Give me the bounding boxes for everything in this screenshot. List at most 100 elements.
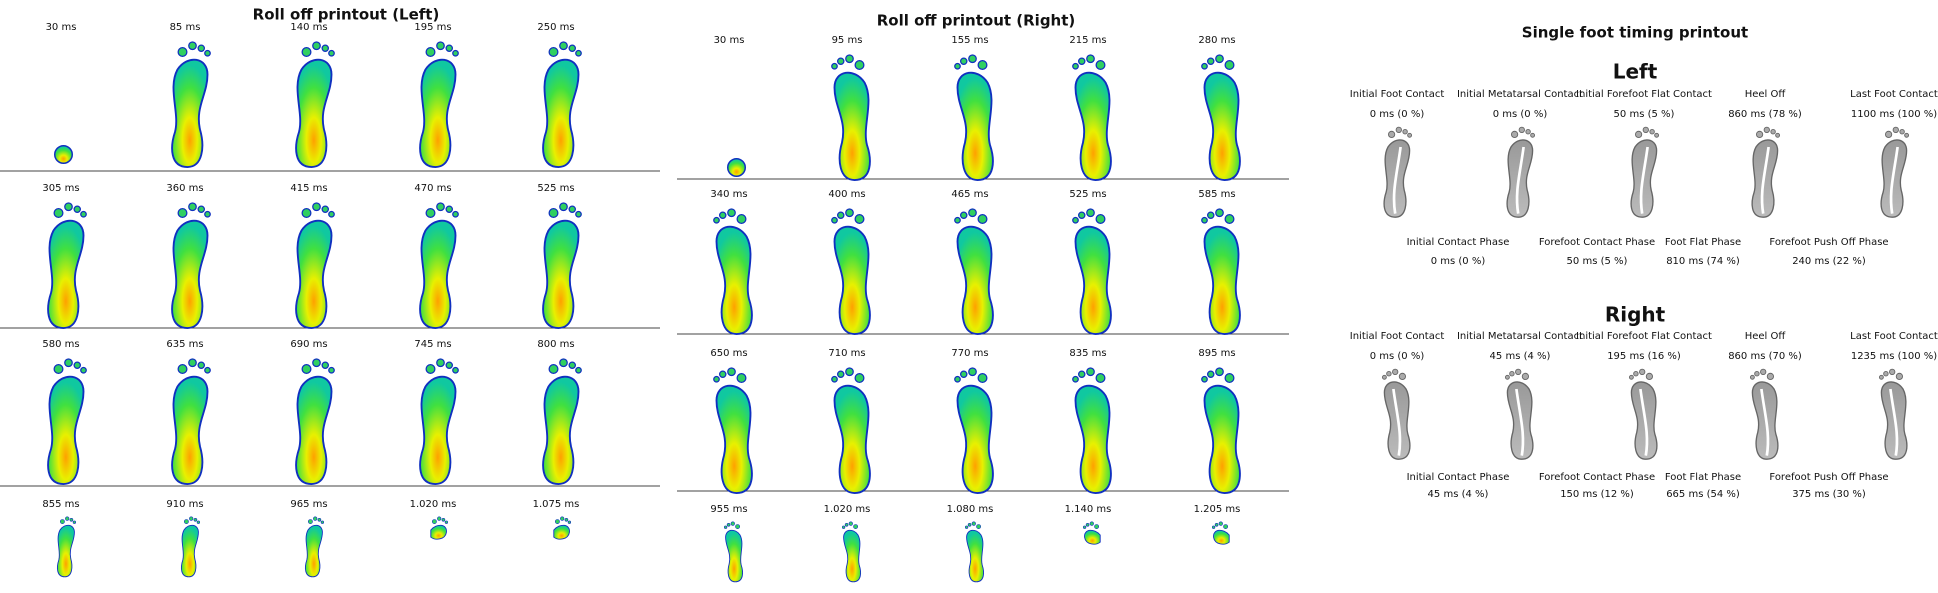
toe [845,367,854,377]
time-label: 835 ms [1069,348,1106,359]
foot-sole [1074,384,1112,494]
foot-heading: Left [1613,60,1658,84]
foot-sole [295,58,333,168]
toe [960,370,968,378]
toe [564,517,569,522]
footprint [831,208,871,335]
cop-line [1639,388,1649,456]
footprint [295,41,335,168]
toe [1215,208,1224,218]
toe [73,205,81,213]
event-value: 195 ms (16 %) [1607,351,1681,362]
toe [568,361,576,369]
foot-sole [430,524,447,540]
time-label: 965 ms [290,499,327,510]
toe [197,205,205,213]
foot-sole [956,225,994,335]
foot-sole [553,524,570,540]
footprint [1504,368,1534,460]
foot-sole [295,375,333,485]
toe [1218,521,1223,526]
toe [1770,128,1776,135]
toe [177,208,188,218]
toe [968,367,977,377]
toe [328,210,335,218]
event-label: Initial Foot Contact [1350,89,1445,100]
time-label: 30 ms [714,35,745,46]
foot-sole [1203,384,1241,494]
toe [436,358,445,368]
footprint [831,54,871,181]
footprint [295,358,335,485]
toe [568,44,576,52]
toe [1072,216,1079,224]
toe [845,54,854,64]
toe [971,521,976,526]
toe [559,41,568,51]
toe [1214,522,1219,527]
cop-line [1889,146,1899,214]
time-label: 280 ms [1198,35,1235,46]
phase-value: 50 ms (5 %) [1567,256,1628,267]
time-label: 155 ms [951,35,988,46]
time-label: 635 ms [166,339,203,350]
toe [452,210,459,218]
toe [1628,374,1634,380]
toe [317,517,322,522]
toe [831,375,838,383]
toe [1215,54,1224,64]
toe [1892,126,1899,134]
event-label: Last Foot Contact [1850,89,1938,100]
toe [727,208,736,218]
event-value: 0 ms (0 %) [1493,109,1548,120]
foot-sole [419,219,457,329]
toe [1201,216,1208,224]
toe [575,210,582,218]
phase-label: Forefoot Push Off Phase [1769,472,1888,483]
toe [437,516,442,521]
event-label: Initial Metatarsal Contact [1457,331,1583,342]
toe [1207,370,1215,378]
foot-sole [843,529,862,583]
cop-line [1515,146,1525,214]
time-label: 855 ms [42,499,79,510]
toe [559,202,568,212]
phase-value: 240 ms (22 %) [1792,256,1866,267]
time-label: 690 ms [290,339,327,350]
footprint [713,208,753,335]
toe [575,366,582,374]
foot-sole [1074,71,1112,181]
toe [53,364,64,374]
toe [59,519,65,524]
time-label: 745 ms [414,339,451,350]
toe [968,208,977,218]
toe [65,516,70,521]
toe [560,516,565,521]
time-label: 525 ms [537,183,574,194]
toe [425,208,436,218]
event-label: Last Foot Contact [1850,331,1938,342]
time-label: 770 ms [951,348,988,359]
toe [1215,367,1224,377]
footprint [171,202,211,329]
time-label: 195 ms [414,22,451,33]
time-label: 1.140 ms [1065,504,1112,515]
phase-value: 665 ms (54 %) [1666,489,1740,500]
toe [1386,370,1392,377]
panel-title: Roll off printout (Left) [253,6,440,24]
footprint [1751,126,1781,218]
toe [977,373,988,383]
toe [177,47,188,57]
toe [328,366,335,374]
foot-heading: Right [1605,303,1666,327]
toe [452,49,459,57]
cop-line [1760,146,1770,214]
foot-sole [725,529,744,583]
event-label: Initial Foot Contact [1350,331,1445,342]
footprint [1383,126,1413,218]
foot-sole [1213,529,1230,545]
toe [425,47,436,57]
foot-sole [542,219,580,329]
footprint [1072,208,1112,335]
phase-label: Foot Flat Phase [1665,472,1741,483]
